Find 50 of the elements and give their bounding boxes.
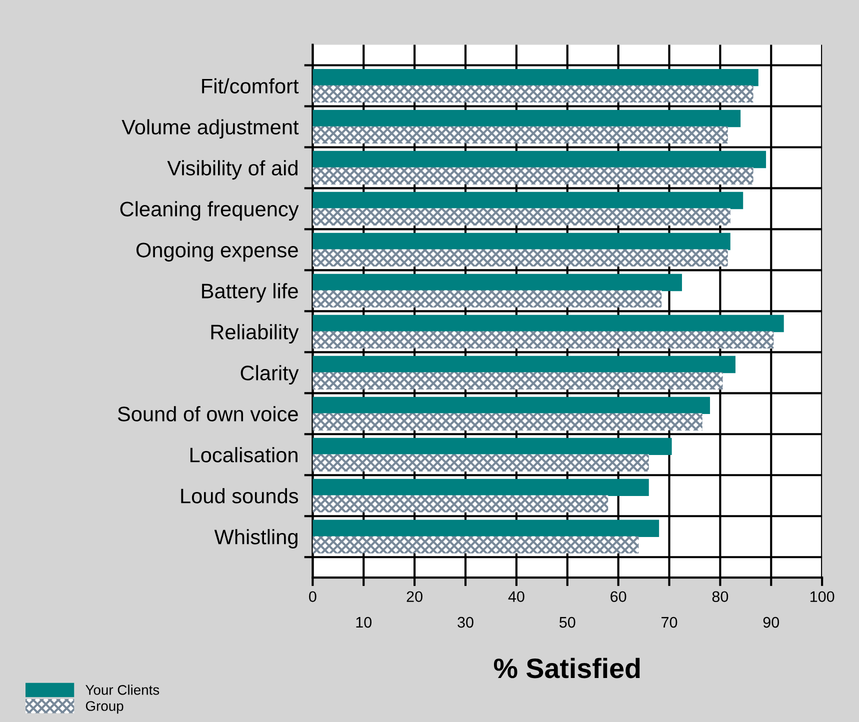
bar: [312, 536, 639, 554]
bar: [312, 314, 784, 332]
y-tick-label: Whistling: [214, 529, 298, 548]
bar: [312, 331, 774, 348]
x-tick-label: 20: [406, 591, 422, 602]
y-tick-label: Battery life: [202, 283, 298, 303]
bar: [312, 274, 682, 292]
x-tick-label: 40: [508, 591, 524, 602]
bar: [312, 110, 741, 128]
y-tick-label: Reliability: [211, 324, 299, 344]
x2-tick-label: 30: [458, 616, 474, 628]
y-tick-label: Visibility of aid: [167, 160, 298, 180]
bar: [312, 372, 723, 390]
x2-tick-label: 90: [763, 616, 780, 628]
bar: [312, 192, 744, 210]
x2-tick-label: 10: [356, 616, 372, 628]
y-tick-label: Ongoing expense: [136, 242, 298, 262]
x-tick-label: 60: [610, 591, 626, 602]
bar: [312, 85, 754, 103]
bar: [312, 413, 702, 430]
bar: [312, 167, 754, 185]
legend-label: Group: [86, 701, 124, 714]
bar: [312, 249, 728, 267]
y-tick-label: Fit/comfort: [202, 78, 299, 94]
bar: [312, 290, 662, 308]
x-tick-label: 0: [309, 591, 316, 602]
bar: [312, 126, 728, 144]
y-tick-label: Cleaning frequency: [120, 201, 299, 221]
x-axis-title: % Satisfied: [494, 658, 640, 678]
y-tick-label: Localisation: [190, 447, 298, 462]
bar: [312, 356, 736, 374]
y-tick-label: Clarity: [240, 365, 299, 385]
bar: [312, 520, 660, 538]
bar: [312, 438, 672, 456]
bar: [312, 495, 608, 512]
y-tick-label: Loud sounds: [181, 488, 298, 504]
legend-label: Your Clients: [86, 684, 160, 695]
x2-tick-label: 70: [662, 616, 678, 628]
bar: [312, 150, 766, 168]
y-tick-label: Sound of own voice: [118, 406, 298, 422]
x-tick-label: 100: [810, 591, 834, 602]
bar: [312, 454, 649, 472]
bar: [312, 68, 758, 86]
y-tick-label: Volume adjustment: [122, 119, 299, 139]
x-tick-label: 80: [712, 591, 728, 602]
bar: [312, 396, 710, 414]
bar: [312, 478, 649, 496]
bar: [312, 232, 730, 250]
bar: [312, 208, 730, 226]
x2-tick-label: 50: [559, 616, 576, 628]
